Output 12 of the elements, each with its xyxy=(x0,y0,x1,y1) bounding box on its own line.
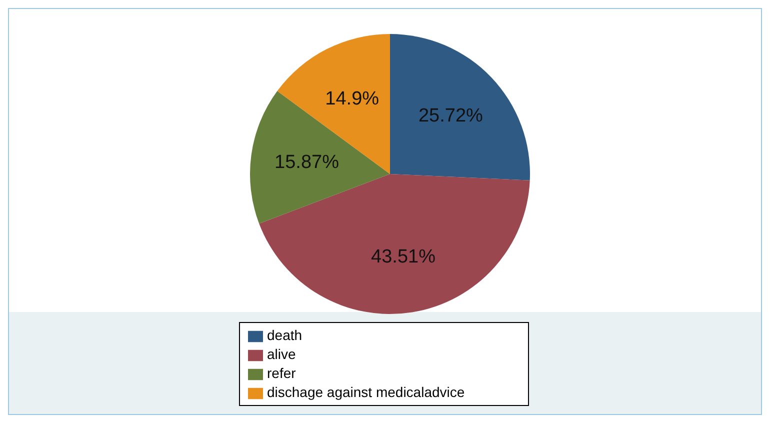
data-label: 15.87% xyxy=(274,152,340,174)
pie-slice xyxy=(250,91,390,224)
data-label: 43.51% xyxy=(371,246,436,268)
legend-label: refer xyxy=(267,365,296,381)
data-label: 14.9% xyxy=(325,88,380,110)
pie-slice xyxy=(259,174,530,314)
legend-label: dischage against medicaladvice xyxy=(267,384,465,400)
pie-slice xyxy=(390,34,530,180)
data-label: 25.72% xyxy=(418,105,484,126)
legend-label: alive xyxy=(267,346,296,362)
pie-slice xyxy=(277,34,390,174)
legend-label: death xyxy=(267,327,302,343)
